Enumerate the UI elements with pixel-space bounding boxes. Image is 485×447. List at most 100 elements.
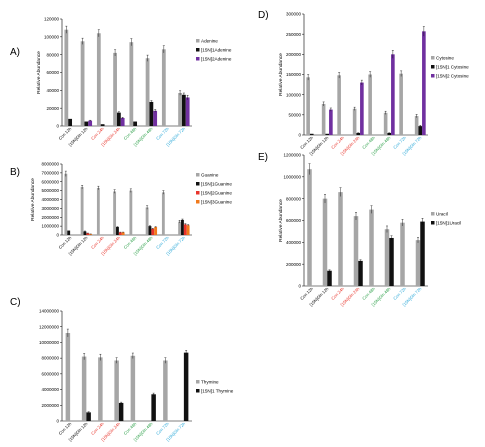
bar — [68, 118, 73, 126]
y-tick-label: 200000 — [286, 52, 302, 57]
bar — [415, 240, 421, 286]
bar — [151, 394, 156, 421]
y-tick-label: 600000 — [286, 218, 302, 223]
legend-swatch — [196, 57, 200, 61]
y-tick-label: 0 — [298, 133, 301, 138]
bar — [418, 126, 423, 135]
x-category-label: Con 48h — [123, 235, 138, 250]
panel-label: E) — [258, 152, 268, 163]
legend-swatch — [196, 389, 200, 393]
legend-label: [15N]3Guanine — [201, 200, 232, 205]
bar — [153, 110, 158, 126]
bar — [83, 231, 87, 235]
x-category-label: Con 24h — [90, 126, 105, 141]
bar — [121, 232, 125, 235]
y-tick-label: 60000 — [46, 70, 59, 75]
bar — [116, 227, 119, 235]
y-tick-label: 400000 — [286, 240, 302, 245]
bar — [329, 109, 333, 135]
legend-swatch — [196, 182, 200, 186]
legend-swatch — [431, 56, 435, 60]
y-tick-label: 0 — [56, 233, 59, 238]
legend-label: [15N]1 Cytosine — [436, 65, 469, 70]
x-category-label: Con 48h — [123, 126, 138, 141]
bar — [145, 207, 149, 235]
bar — [120, 117, 125, 126]
panel-label: D) — [258, 10, 269, 21]
bar — [181, 94, 186, 126]
y-tick-label: 800000 — [286, 196, 302, 201]
bar — [98, 357, 103, 421]
panel-label: A) — [10, 47, 20, 58]
x-category-label: Con 12h — [58, 235, 73, 250]
x-category-label: Con 24h — [90, 235, 105, 250]
bar — [96, 187, 100, 235]
bar — [181, 219, 184, 235]
chart-panel-3: D) 0 50000 100000 150000 200000 250000 300000 Re… — [258, 10, 469, 156]
y-tick-label: 7000000 — [41, 170, 59, 175]
bar — [64, 29, 69, 127]
y-tick-label: 10000000 — [39, 340, 60, 345]
bar — [116, 112, 121, 126]
bar — [384, 229, 390, 286]
x-category-label: Con 24h — [90, 421, 105, 436]
bar — [161, 49, 166, 126]
legend-swatch — [431, 212, 435, 216]
bar — [100, 124, 105, 126]
bar — [118, 232, 122, 235]
chart-panel-1: B) 0 1000000 2000000 3000000 4000000 5000000 60… — [10, 162, 232, 257]
panel-label: C) — [10, 297, 21, 308]
y-tick-label: 20000 — [46, 106, 59, 111]
legend-swatch — [196, 380, 200, 384]
bar — [133, 121, 138, 126]
legend-swatch — [196, 39, 200, 43]
legend-swatch — [196, 191, 200, 195]
bar — [129, 42, 134, 126]
legend-swatch — [196, 200, 200, 204]
x-category-label: Con 48h — [123, 421, 138, 436]
bar — [129, 190, 133, 235]
y-tick-label: 2000000 — [41, 215, 59, 220]
legend-label: Uracil — [436, 212, 448, 217]
y-tick-label: 100000 — [286, 92, 302, 97]
bar — [186, 225, 190, 235]
bar — [387, 132, 392, 135]
bar — [113, 191, 117, 235]
x-category-label: Con 72h — [155, 126, 170, 141]
legend-swatch — [431, 65, 435, 69]
bar — [80, 187, 84, 235]
x-category-label: Con 72h — [155, 421, 170, 436]
bar — [67, 230, 71, 235]
legend-label: [15N]2Guanine — [201, 191, 232, 196]
legend-label: [15N]1Uracil — [436, 221, 461, 226]
bar — [358, 260, 363, 286]
bar — [86, 412, 91, 421]
legend-swatch — [431, 74, 435, 78]
y-tick-label: 0 — [56, 419, 59, 424]
y-tick-label: 0 — [298, 284, 301, 289]
bar — [149, 101, 154, 126]
bar — [151, 228, 155, 235]
bar — [161, 192, 165, 235]
x-category-label: Con 12h — [58, 421, 73, 436]
y-tick-label: 200000 — [286, 262, 302, 267]
y-tick-label: 4000000 — [41, 387, 59, 392]
bar — [400, 222, 405, 286]
bar — [383, 112, 388, 135]
bar — [422, 31, 426, 135]
legend-label: [15N]1Adenine — [201, 48, 232, 53]
y-tick-label: 1200000 — [283, 153, 301, 158]
y-tick-label: 6000000 — [41, 179, 59, 184]
chart-panel-4: E) 0 200000 400000 600000 800000 1000000 120000… — [258, 152, 461, 307]
y-tick-label: 8000000 — [41, 162, 59, 167]
bar — [420, 221, 425, 286]
bar — [145, 58, 150, 126]
legend-swatch — [196, 173, 200, 177]
y-tick-label: 250000 — [286, 32, 302, 37]
y-tick-label: 8000000 — [41, 356, 59, 361]
bar — [321, 103, 326, 135]
bar — [352, 108, 357, 135]
bar — [118, 402, 124, 421]
bar — [80, 41, 85, 126]
